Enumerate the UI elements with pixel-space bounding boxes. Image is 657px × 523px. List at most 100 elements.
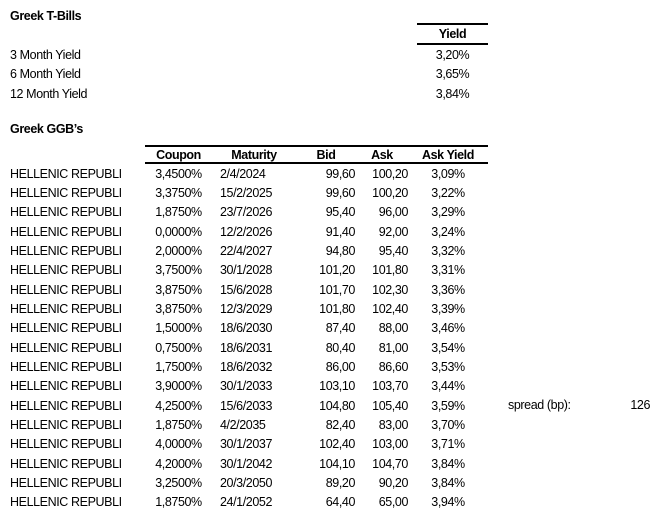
tbill-yield-value: 3,84% <box>435 86 470 101</box>
bond-maturity: 30/1/2042 <box>220 456 273 471</box>
bond-issuer: HELLENIC REPUBLI <box>10 359 122 374</box>
bond-coupon: 0,0000% <box>155 224 202 239</box>
table-row: HELLENIC REPUBLI 3,8750% 12/3/2029 101,8… <box>8 299 488 318</box>
bond-maturity: 30/1/2028 <box>220 263 273 278</box>
bond-coupon: 1,8750% <box>155 205 202 220</box>
bond-issuer: HELLENIC REPUBLI <box>10 301 122 316</box>
bond-bid: 64,40 <box>325 495 356 510</box>
bond-coupon: 3,4500% <box>155 166 202 181</box>
bond-ask-yield: 3,59% <box>431 398 465 413</box>
bond-ask-yield: 3,29% <box>431 205 465 220</box>
bond-maturity: 20/3/2050 <box>220 475 273 490</box>
bond-bid: 101,80 <box>319 301 355 316</box>
bond-ask-yield: 3,32% <box>431 243 465 258</box>
bond-coupon: 3,7500% <box>155 263 202 278</box>
bond-issuer: HELLENIC REPUBLI <box>10 495 122 510</box>
bond-ask: 96,00 <box>378 205 409 220</box>
table-row: HELLENIC REPUBLI 1,8750% 23/7/2026 95,40… <box>8 203 488 222</box>
table-row: HELLENIC REPUBLI 3,4500% 2/4/2024 99,60 … <box>8 164 488 183</box>
bond-coupon: 3,8750% <box>155 282 202 297</box>
ggbs-section-title: Greek GGB’s <box>10 122 83 136</box>
bond-maturity: 15/2/2025 <box>220 185 273 200</box>
tbill-yield-value: 3,65% <box>435 67 470 82</box>
bond-coupon: 1,8750% <box>155 417 202 432</box>
tbill-row: 3 Month Yield 3,20% <box>0 46 657 65</box>
bond-issuer: HELLENIC REPUBLI <box>10 243 122 258</box>
bond-bid: 99,60 <box>325 166 356 181</box>
bond-coupon: 1,5000% <box>155 321 202 336</box>
table-row: HELLENIC REPUBLI 3,3750% 15/2/2025 99,60… <box>8 183 488 202</box>
bond-coupon: 4,0000% <box>155 437 202 452</box>
bond-bid: 82,40 <box>325 417 356 432</box>
bond-ask: 90,20 <box>378 475 409 490</box>
spread-annotation: spread (bp): 126 <box>0 396 657 415</box>
bond-bid: 94,80 <box>325 243 356 258</box>
bond-coupon: 1,7500% <box>155 359 202 374</box>
bond-bid: 104,10 <box>319 456 355 471</box>
bond-ask: 100,20 <box>372 166 408 181</box>
bond-ask-yield: 3,31% <box>431 263 465 278</box>
table-row: HELLENIC REPUBLI 3,2500% 20/3/2050 89,20… <box>8 473 488 492</box>
bond-ask: 86,60 <box>378 359 409 374</box>
bond-ask: 102,40 <box>372 301 408 316</box>
bond-ask: 102,30 <box>372 282 408 297</box>
tbill-row: 12 Month Yield 3,84% <box>0 85 657 104</box>
bond-ask-yield: 3,46% <box>431 321 465 336</box>
table-row: HELLENIC REPUBLI 4,2500% 15/6/2033 104,8… <box>8 396 488 415</box>
bond-coupon: 2,0000% <box>155 243 202 258</box>
bond-ask: 104,70 <box>372 456 408 471</box>
bond-ask: 95,40 <box>378 243 409 258</box>
bond-ask-yield: 3,54% <box>431 340 465 355</box>
bond-issuer: HELLENIC REPUBLI <box>10 166 122 181</box>
bond-coupon: 1,8750% <box>155 495 202 510</box>
tbill-label: 6 Month Yield <box>10 67 81 82</box>
bond-ask-yield: 3,53% <box>431 359 465 374</box>
tbill-yield-value: 3,20% <box>435 48 470 62</box>
table-row: HELLENIC REPUBLI 3,8750% 15/6/2028 101,7… <box>8 280 488 299</box>
bond-maturity: 12/3/2029 <box>220 301 273 316</box>
bond-maturity: 18/6/2032 <box>220 359 273 374</box>
column-header-coupon: Coupon <box>156 147 201 162</box>
table-row: HELLENIC REPUBLI 1,8750% 4/2/2035 82,40 … <box>8 415 488 434</box>
table-row: HELLENIC REPUBLI 3,9000% 30/1/2033 103,1… <box>8 377 488 396</box>
bond-ask: 88,00 <box>378 321 409 336</box>
bond-ask-yield: 3,71% <box>431 437 465 452</box>
bond-maturity: 30/1/2037 <box>220 437 273 452</box>
bond-bid: 101,20 <box>319 263 355 278</box>
bond-ask-yield: 3,84% <box>431 456 465 471</box>
bond-maturity: 22/4/2027 <box>220 243 273 258</box>
bond-bid: 80,40 <box>325 340 356 355</box>
bond-ask-yield: 3,94% <box>431 495 465 510</box>
bond-maturity: 12/2/2026 <box>220 224 273 239</box>
bond-maturity: 4/2/2035 <box>220 417 266 432</box>
bond-bid: 86,00 <box>325 359 356 374</box>
bond-issuer: HELLENIC REPUBLI <box>10 321 122 336</box>
bond-ask-yield: 3,39% <box>431 301 465 316</box>
bond-ask-yield: 3,09% <box>431 166 465 181</box>
column-header-maturity: Maturity <box>231 147 277 162</box>
spread-value: 126 <box>630 398 650 412</box>
tbill-label: 12 Month Yield <box>10 86 88 101</box>
spread-label: spread (bp): <box>508 398 571 412</box>
ggbs-table-header: Coupon Maturity Bid Ask Ask Yield <box>145 145 488 164</box>
bond-coupon: 3,9000% <box>155 379 202 394</box>
bond-issuer: HELLENIC REPUBLI <box>10 379 122 394</box>
bond-maturity: 30/1/2033 <box>220 379 273 394</box>
bond-issuer: HELLENIC REPUBLI <box>10 205 122 220</box>
bond-bid: 99,60 <box>325 185 356 200</box>
bond-ask: 83,00 <box>378 417 409 432</box>
tbills-section-title: Greek T-Bills <box>10 9 82 23</box>
bond-ask: 65,00 <box>378 495 409 510</box>
bond-coupon: 4,2000% <box>155 456 202 471</box>
column-header-bid: Bid <box>316 147 336 162</box>
bond-coupon: 4,2500% <box>155 398 202 413</box>
table-row: HELLENIC REPUBLI 0,7500% 18/6/2031 80,40… <box>8 338 488 357</box>
bond-maturity: 18/6/2030 <box>220 321 273 336</box>
table-row: HELLENIC REPUBLI 2,0000% 22/4/2027 94,80… <box>8 241 488 260</box>
bond-bid: 87,40 <box>325 321 356 336</box>
table-row: HELLENIC REPUBLI 1,8750% 24/1/2052 64,40… <box>8 493 488 512</box>
table-row: HELLENIC REPUBLI 4,2000% 30/1/2042 104,1… <box>8 454 488 473</box>
bond-bid: 95,40 <box>325 205 356 220</box>
bond-ask: 100,20 <box>372 185 408 200</box>
bond-ask-yield: 3,24% <box>431 224 465 239</box>
